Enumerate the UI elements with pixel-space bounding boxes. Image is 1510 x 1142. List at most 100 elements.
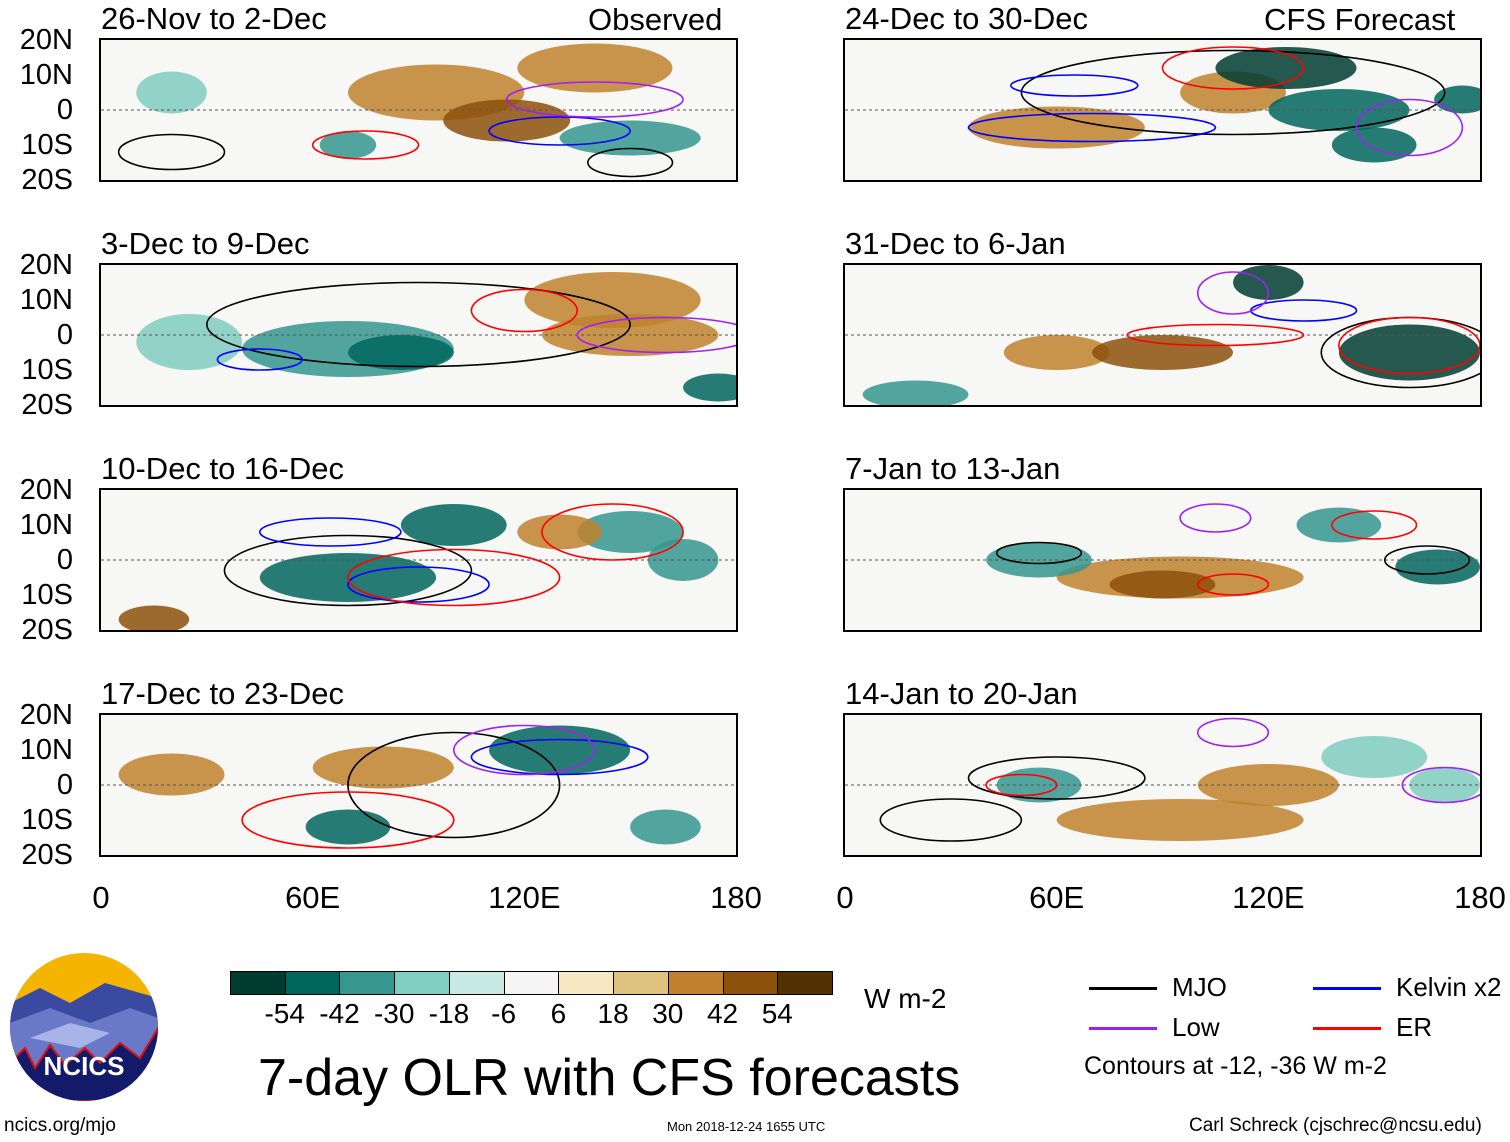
olr-anomaly-region xyxy=(136,71,207,114)
colorbar-label: 54 xyxy=(761,998,793,1029)
map-panel-forecast xyxy=(843,488,1482,632)
wave-contour xyxy=(311,130,420,160)
wave-contour xyxy=(470,738,649,776)
colorbar-swatch xyxy=(284,971,341,995)
wave-contour xyxy=(1331,510,1418,540)
lat-label: 10N xyxy=(19,59,73,91)
wave-contour xyxy=(258,517,402,547)
map-panel-forecast xyxy=(843,713,1482,857)
wave-contour xyxy=(1020,49,1446,136)
wave-contour xyxy=(470,288,579,333)
olr-anomaly-region xyxy=(862,380,969,405)
wave-contour xyxy=(347,731,561,839)
olr-anomaly-region xyxy=(1338,324,1480,381)
lat-label: 20S xyxy=(21,614,73,646)
olr-anomaly-region xyxy=(118,753,225,796)
lat-label: 20N xyxy=(19,699,73,731)
map-panel-observed xyxy=(99,488,738,632)
olr-anomaly-region xyxy=(1003,335,1110,370)
wave-contour xyxy=(541,503,684,561)
colorbar-swatch xyxy=(339,971,396,995)
legend-line xyxy=(1313,987,1381,990)
wave-contour xyxy=(879,798,1023,842)
footer-timestamp: Mon 2018-12-24 1655 UTC xyxy=(667,1119,826,1134)
wave-contour xyxy=(347,566,490,603)
olr-anomaly-region xyxy=(1215,47,1357,89)
colorbar-label: -6 xyxy=(491,998,517,1029)
colorbar-swatch xyxy=(777,971,833,995)
olr-anomaly-region xyxy=(1109,570,1216,599)
lat-label: 20S xyxy=(21,389,73,421)
contours-note: Contours at -12, -36 W m-2 xyxy=(1084,1052,1387,1080)
colorbar-swatch xyxy=(503,971,560,995)
olr-anomaly-region xyxy=(312,746,454,789)
legend-label: Kelvin x2 xyxy=(1396,972,1502,1002)
colorbar-swatch xyxy=(613,971,669,995)
lat-label: 10S xyxy=(21,804,73,836)
map-panel-observed xyxy=(99,38,738,182)
lon-label: 120E xyxy=(488,880,561,915)
lat-label: 0 xyxy=(56,769,73,801)
lon-label: 0 xyxy=(92,880,110,915)
panel-title: 31-Dec to 6-Jan xyxy=(845,226,1066,261)
wave-contour xyxy=(216,348,303,371)
olr-anomaly-region xyxy=(577,511,684,553)
olr-anomaly-region xyxy=(1056,799,1304,841)
wave-contour xyxy=(1196,717,1270,748)
footer-url[interactable]: ncics.org/mjo xyxy=(4,1115,116,1136)
lat-label: 20S xyxy=(21,164,73,196)
olr-anomaly-region xyxy=(305,809,391,845)
lon-label: 0 xyxy=(836,880,854,915)
olr-anomaly-region xyxy=(559,120,701,156)
wave-contour xyxy=(117,133,226,171)
wave-contour xyxy=(1383,545,1471,575)
colorbar-label: 6 xyxy=(550,998,567,1029)
colorbar-label: 30 xyxy=(652,998,684,1029)
legend-line xyxy=(1089,987,1157,990)
olr-anomaly-region xyxy=(630,809,701,845)
legend-label: ER xyxy=(1396,1012,1433,1042)
panel-title: 10-Dec to 16-Dec xyxy=(101,451,344,486)
colorbar-label: -54 xyxy=(264,998,305,1029)
wave-contour xyxy=(347,548,561,607)
wave-contour xyxy=(206,281,631,368)
lat-label: 10N xyxy=(19,734,73,766)
wave-contour xyxy=(587,147,674,178)
wave-contour xyxy=(452,724,596,776)
olr-anomaly-region xyxy=(118,605,190,630)
map-panel-observed xyxy=(99,263,738,407)
olr-anomaly-region xyxy=(683,373,736,402)
olr-anomaly-region xyxy=(400,504,507,546)
olr-anomaly-region xyxy=(319,131,377,159)
lat-label: 10S xyxy=(21,579,73,611)
map-panel-forecast xyxy=(843,263,1482,407)
wave-contour xyxy=(1196,271,1270,315)
colorbar-label: 42 xyxy=(706,998,739,1029)
wave-contour xyxy=(223,534,473,607)
colorbar-swatch xyxy=(230,971,286,995)
map-panel-forecast xyxy=(843,38,1482,182)
panel-title: 7-Jan to 13-Jan xyxy=(845,451,1061,486)
wave-contour xyxy=(505,81,684,118)
lat-label: 20N xyxy=(19,24,73,56)
wave-contour xyxy=(1126,323,1305,347)
colorbar-swatch xyxy=(667,971,724,995)
colorbar-units: W m-2 xyxy=(864,983,947,1014)
map-panel-observed xyxy=(99,713,738,857)
olr-anomaly-region xyxy=(347,335,454,370)
wave-contour xyxy=(967,112,1217,143)
wave-contour xyxy=(241,791,455,849)
lat-label: 10N xyxy=(19,284,73,316)
olr-anomaly-region xyxy=(136,314,243,370)
footer-author: Carl Schreck (cjschrec@ncsu.edu) xyxy=(1189,1115,1482,1136)
lon-label: 60E xyxy=(285,880,341,915)
lat-label: 20N xyxy=(19,474,73,506)
olr-anomaly-region xyxy=(517,514,602,550)
colorbar-label: -18 xyxy=(428,998,470,1029)
legend-label: Low xyxy=(1172,1012,1220,1042)
lon-label: 120E xyxy=(1232,880,1305,915)
panel-title: 14-Jan to 20-Jan xyxy=(845,676,1078,711)
olr-anomaly-region xyxy=(1091,335,1234,370)
olr-anomaly-region xyxy=(1233,265,1304,300)
